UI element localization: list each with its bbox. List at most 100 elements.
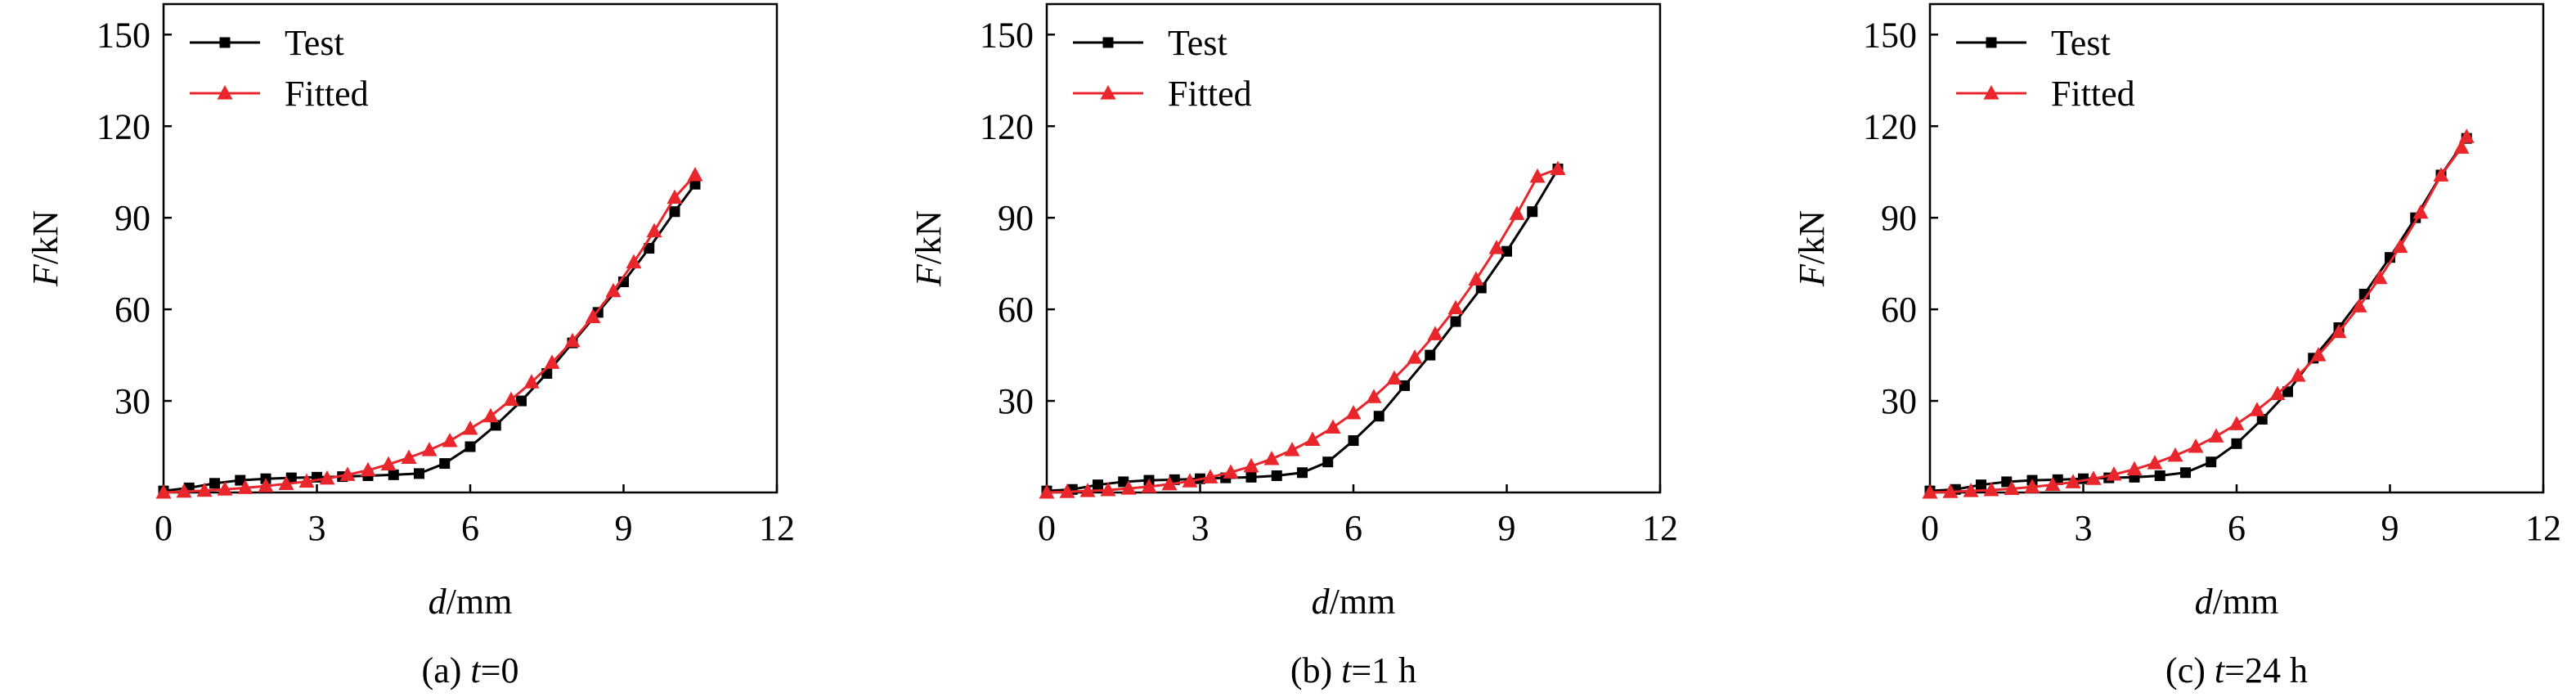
data-point-fitted <box>196 482 213 497</box>
data-point-fitted <box>237 479 254 494</box>
data-point-fitted <box>2147 455 2163 470</box>
data-point-test <box>464 441 476 452</box>
legend-marker <box>1986 37 1997 48</box>
data-point-fitted <box>1223 464 1239 479</box>
data-point-fitted <box>1079 483 1096 497</box>
data-point-test <box>1348 435 1359 447</box>
series-line-test <box>1929 137 2468 492</box>
y-tick-label: 120 <box>1863 106 1917 146</box>
data-point-fitted <box>2351 298 2367 313</box>
data-point-fitted <box>2412 204 2429 219</box>
data-point-fitted <box>421 442 438 456</box>
chart-panel-2: 0 3 6 9 12 30 60 90 120 150 d/mm F/kN (b) t=1 h Test F… <box>909 2 1678 690</box>
data-point-fitted <box>155 484 172 499</box>
data-point-fitted <box>1325 419 1341 434</box>
data-point-fitted <box>401 449 417 464</box>
data-point-test <box>1450 316 1461 327</box>
data-point-fitted <box>2249 402 2265 416</box>
data-point-fitted <box>1161 475 1178 491</box>
data-point-fitted <box>1100 482 1116 497</box>
y-tick-label: 60 <box>1881 290 1917 330</box>
x-tick-label: 0 <box>1038 508 1056 548</box>
x-tick-label: 6 <box>2228 508 2246 548</box>
legend: Test Fitted <box>1956 23 2135 114</box>
y-tick-label: 30 <box>114 381 150 421</box>
data-point-fitted <box>1182 473 1198 488</box>
data-point-test <box>516 395 527 407</box>
panel-caption: (c) t=24 h <box>2165 650 2308 690</box>
data-point-fitted <box>2310 347 2327 362</box>
data-point-fitted <box>1386 370 1402 384</box>
x-tick-label: 12 <box>2525 508 2561 548</box>
data-point-fitted <box>1963 483 1979 497</box>
y-tick-label: 90 <box>114 198 150 238</box>
x-tick-label: 0 <box>1921 508 1939 548</box>
x-axis-label: d/mm <box>429 582 513 622</box>
data-point-fitted <box>2433 167 2449 182</box>
panel-caption: (b) t=1 h <box>1290 650 1416 690</box>
data-point-fitted <box>1942 483 1959 498</box>
data-point-fitted <box>2188 438 2204 453</box>
data-point-fitted <box>626 254 642 269</box>
y-tick-label: 120 <box>96 106 150 146</box>
legend-marker <box>1983 85 1999 100</box>
data-point-fitted <box>1284 442 1300 456</box>
series-line-fitted <box>1929 136 2468 494</box>
series-fitted <box>1922 128 2475 499</box>
data-point-test <box>2256 413 2268 425</box>
data-point-fitted <box>380 456 397 471</box>
legend-label: Fitted <box>1168 74 1252 114</box>
data-point-fitted <box>1488 240 1505 254</box>
data-point-fitted <box>462 420 478 435</box>
data-point-fitted <box>666 189 683 205</box>
data-point-test <box>2001 476 2013 488</box>
data-point-fitted <box>360 461 376 477</box>
data-point-fitted <box>2065 474 2081 488</box>
x-tick-label: 3 <box>1192 508 1209 548</box>
data-point-test <box>1118 476 1129 488</box>
x-tick-label: 9 <box>1498 508 1516 548</box>
data-point-fitted <box>1983 482 1999 497</box>
series-test <box>1041 163 1564 497</box>
data-point-test <box>1399 380 1410 391</box>
data-point-fitted <box>2458 128 2475 143</box>
y-tick-label: 120 <box>980 106 1034 146</box>
data-point-fitted <box>1059 483 1075 498</box>
y-tick-label: 30 <box>998 381 1034 421</box>
legend-marker <box>217 85 233 100</box>
legend-marker <box>1102 37 1114 48</box>
y-tick-label: 30 <box>1881 381 1917 421</box>
data-point-fitted <box>1366 389 1382 403</box>
x-tick-label: 12 <box>759 508 795 548</box>
chart-panel-1: 0 3 6 9 12 30 60 90 120 150 d/mm F/kN (a) t=0 Test Fit… <box>25 2 795 690</box>
x-tick-label: 6 <box>1344 508 1362 548</box>
data-point-fitted <box>2228 416 2245 430</box>
data-point-test <box>1245 471 1257 483</box>
legend-label: Fitted <box>285 74 369 114</box>
data-point-test <box>1271 470 1282 481</box>
data-point-test <box>2154 470 2165 481</box>
chart-panel-3: 0 3 6 9 12 30 60 90 120 150 d/mm F/kN (c) t=24 h Test… <box>1792 2 2561 690</box>
y-axis-label: F/kN <box>1792 210 1832 287</box>
data-point-fitted <box>2044 476 2061 492</box>
data-point-test <box>2206 456 2217 468</box>
data-point-fitted <box>1550 160 1566 175</box>
y-tick-label: 150 <box>980 15 1034 55</box>
data-point-test <box>2282 386 2293 398</box>
series-test <box>1924 133 2472 497</box>
legend-label: Test <box>2051 23 2111 63</box>
data-point-fitted <box>2085 470 2102 485</box>
data-point-fitted <box>298 473 315 488</box>
data-point-test <box>1322 456 1334 468</box>
x-tick-label: 6 <box>461 508 479 548</box>
data-point-fitted <box>2106 465 2122 481</box>
legend: Test Fitted <box>190 23 369 114</box>
data-point-test <box>209 478 220 489</box>
data-point-fitted <box>2004 480 2020 496</box>
legend-marker <box>1100 85 1116 100</box>
y-axis-label: F/kN <box>25 210 65 287</box>
data-point-test <box>1976 479 1986 491</box>
data-point-test <box>1501 245 1512 257</box>
data-point-fitted <box>2372 269 2388 285</box>
